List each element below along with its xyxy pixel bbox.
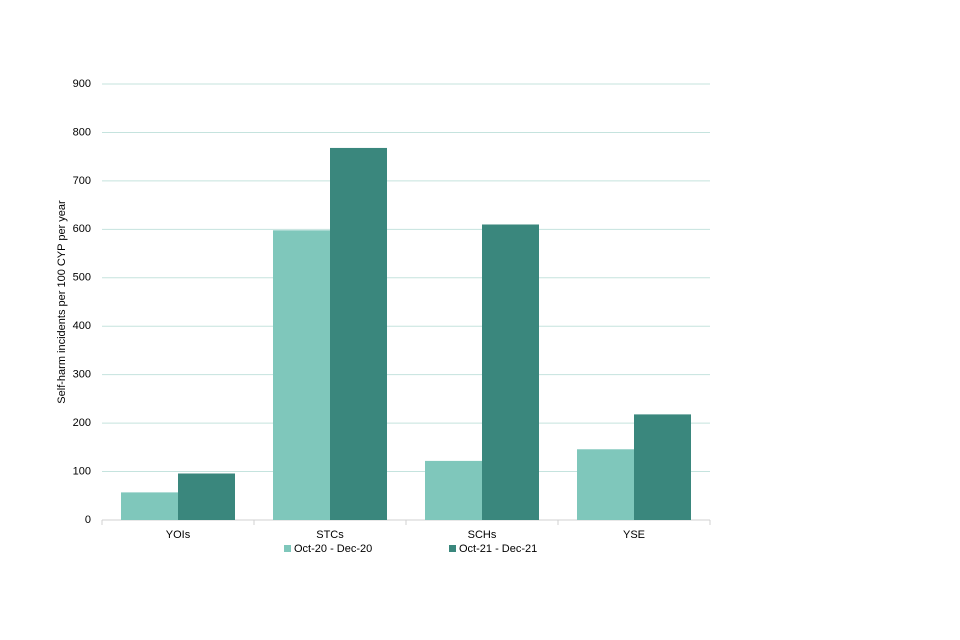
bar	[634, 414, 691, 520]
legend-swatch	[284, 545, 291, 552]
legend-label: Oct-20 - Dec-20	[294, 543, 372, 555]
y-tick-label: 900	[73, 78, 91, 90]
bar	[121, 492, 178, 520]
legend-label: Oct-21 - Dec-21	[459, 543, 537, 555]
y-tick-label: 600	[73, 223, 91, 235]
bar	[482, 224, 539, 520]
bar	[425, 460, 482, 520]
y-tick-label: 0	[85, 514, 91, 526]
bar	[273, 230, 330, 520]
x-tick-label: YSE	[623, 529, 645, 541]
bar	[577, 449, 634, 520]
y-tick-label: 100	[73, 465, 91, 477]
legend-swatch	[449, 545, 456, 552]
bar	[330, 147, 387, 521]
bar	[178, 473, 235, 520]
y-tick-label: 200	[73, 417, 91, 429]
y-axis-label: Self-harm incidents per 100 CYP per year	[56, 200, 68, 404]
x-tick-label: YOIs	[166, 529, 191, 541]
y-tick-label: 800	[73, 126, 91, 138]
y-tick-label: 300	[73, 369, 91, 381]
x-tick-label: STCs	[316, 529, 344, 541]
x-tick-label: SCHs	[468, 529, 497, 541]
y-tick-label: 500	[73, 272, 91, 284]
y-tick-label: 700	[73, 175, 91, 187]
y-tick-label: 400	[73, 320, 91, 332]
